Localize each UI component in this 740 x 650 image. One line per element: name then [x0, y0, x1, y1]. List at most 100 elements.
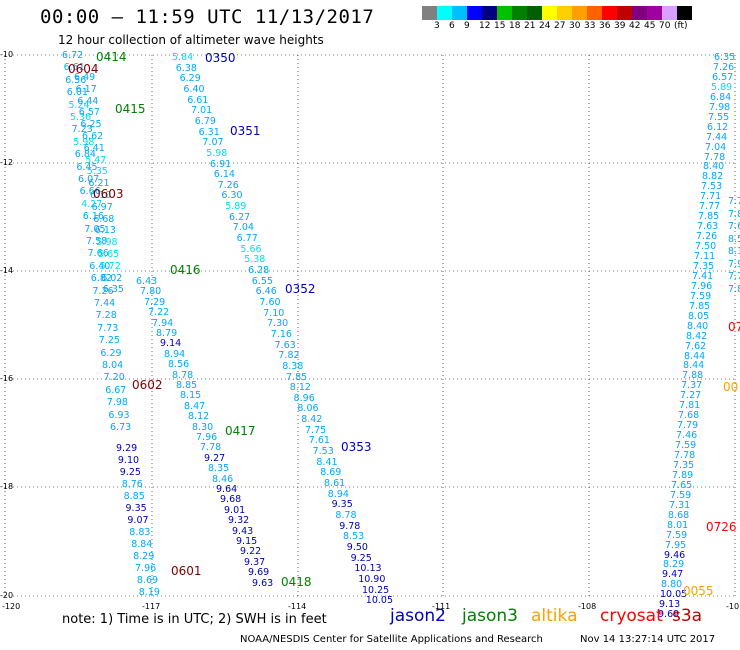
- wave-height-value: 6.46: [255, 286, 277, 298]
- color-scale-label: 12: [479, 21, 491, 31]
- track-label: 0603: [93, 187, 124, 201]
- color-scale-swatch: [542, 6, 557, 20]
- wave-height-value: 5.89: [711, 81, 733, 93]
- wave-height-value: 8.04: [102, 360, 124, 371]
- color-scale-swatch: [497, 6, 512, 20]
- wave-height-value: 7.62: [685, 340, 707, 352]
- wave-height-value: 8.76: [121, 479, 143, 490]
- wave-height-value: 8.53: [343, 531, 365, 543]
- track-label: 0353: [341, 440, 372, 454]
- wave-height-value: 6.73: [110, 422, 132, 433]
- color-scale-swatch: [467, 6, 482, 20]
- wave-height-value: 6.17: [75, 83, 97, 95]
- wave-height-value: 8.12: [289, 382, 311, 394]
- wave-height-value: 9.27: [204, 452, 226, 464]
- wave-height-value: 8.78: [172, 369, 194, 381]
- wave-height-value: 7.05: [84, 223, 106, 235]
- wave-height-value: 9.69: [658, 609, 680, 621]
- wave-height-value: 7.26: [696, 231, 718, 243]
- wave-height-value: 10.25: [362, 584, 390, 596]
- wave-height-value: 7.23: [71, 124, 93, 136]
- color-scale-swatch: [422, 6, 437, 20]
- wave-height-value: 9.46: [664, 549, 686, 561]
- wave-height-value: 7.35: [673, 459, 695, 471]
- wave-height-value: 6.45: [76, 161, 98, 173]
- wave-height-value: 8.82: [702, 171, 724, 183]
- wave-height-value: 7.95: [665, 539, 687, 551]
- wave-height-value: 7.26: [217, 179, 239, 191]
- wave-height-value: 7.31: [669, 499, 691, 511]
- wave-height-value: 9.64: [216, 484, 238, 495]
- wave-height-value: 7.73: [97, 322, 119, 334]
- timestamp-text: Nov 14 13:27:14 UTC 2017: [580, 634, 716, 645]
- wave-height-value: 7.58: [86, 236, 108, 247]
- color-scale-swatch: [557, 6, 572, 20]
- wave-height-value: 8.30: [192, 421, 214, 433]
- color-scale-swatch: [512, 6, 527, 20]
- wave-height-value: 6.57: [78, 107, 100, 119]
- wave-height-value: 8.47: [184, 400, 206, 412]
- wave-height-value: 7.98: [106, 397, 128, 409]
- lon-tick-label: -117: [142, 602, 161, 611]
- wave-height-value: 9.32: [228, 515, 250, 527]
- wave-height-value: 7.63: [274, 339, 296, 351]
- wave-height-value: 7.11: [694, 251, 716, 262]
- lat-tick-label: -18: [0, 482, 14, 491]
- wave-height-value: 6.25: [80, 119, 102, 131]
- wave-height-value: 6.41: [83, 142, 105, 154]
- wave-height-value: 7.27: [680, 390, 702, 402]
- legend-item-s3a: s3a: [672, 606, 703, 626]
- wave-height-value: 7.28: [95, 310, 117, 322]
- color-scale-swatch: [662, 6, 677, 20]
- wave-height-value: 6.07: [78, 174, 100, 185]
- wave-height-value: 7.7: [728, 271, 740, 282]
- wave-height-value: 9.50: [346, 541, 368, 553]
- track-label: 0416: [170, 263, 201, 277]
- wave-height-value: 5.24: [68, 99, 90, 111]
- color-scale-label: 6: [449, 21, 455, 31]
- color-scale-label: 70: [659, 21, 671, 31]
- wave-height-value: 8.44: [684, 350, 706, 362]
- wave-height-value: 6.29: [100, 347, 122, 359]
- wave-height-value: 8.61: [324, 478, 346, 489]
- wave-height-value: 6.28: [248, 265, 270, 276]
- wave-height-value: 8.06: [297, 403, 319, 415]
- wave-height-value: 6.56: [65, 74, 87, 86]
- wave-height-value: 8.29: [133, 551, 155, 562]
- wave-height-value: 8.94: [164, 348, 186, 360]
- wave-height-value: 8.12: [188, 411, 210, 423]
- wave-height-value: 5.84: [172, 52, 194, 63]
- wave-height-value: 7.44: [706, 131, 728, 143]
- wave-height-value: 5.35: [86, 166, 108, 178]
- wave-height-value: 7.96: [135, 563, 157, 574]
- wave-height-value: 7.79: [677, 420, 699, 432]
- wave-height-value: 8.1: [728, 246, 740, 257]
- wave-height-value: 8.29: [663, 559, 685, 571]
- wave-height-value: 7.9: [728, 258, 740, 270]
- track-label: 07: [728, 320, 740, 334]
- wave-height-value: 7.10: [263, 307, 285, 319]
- wave-height-value: 7.46: [676, 430, 698, 442]
- wave-height-value: 8.41: [316, 456, 338, 468]
- wave-height-value: 5.98: [73, 136, 95, 148]
- page-title: 00:00 – 11:59 UTC 11/13/2017: [40, 6, 375, 28]
- wave-height-value: 6.97: [91, 201, 113, 213]
- wave-height-value: 8.40: [687, 320, 709, 332]
- wave-height-value: 7.81: [679, 400, 701, 412]
- color-scale-label: 3: [434, 21, 440, 31]
- wave-height-value: 6.30: [221, 190, 243, 202]
- track-label: 0352: [285, 282, 316, 296]
- wave-height-value: 7.66: [87, 248, 109, 260]
- wave-height-value: 5.66: [240, 243, 262, 255]
- wave-height-value: 9.25: [350, 552, 372, 564]
- wave-height-value: 7.77: [699, 201, 721, 213]
- wave-height-value: 6.55: [251, 275, 273, 287]
- wave-height-value: 6.93: [108, 409, 130, 421]
- wave-height-value: 7.26: [713, 61, 735, 73]
- wave-height-value: 6.62: [82, 131, 104, 142]
- wave-height-value: 5.98: [96, 237, 118, 249]
- track-label: 0415: [115, 102, 146, 116]
- wave-height-value: 9.35: [125, 503, 147, 514]
- track-label: 0601: [171, 564, 202, 578]
